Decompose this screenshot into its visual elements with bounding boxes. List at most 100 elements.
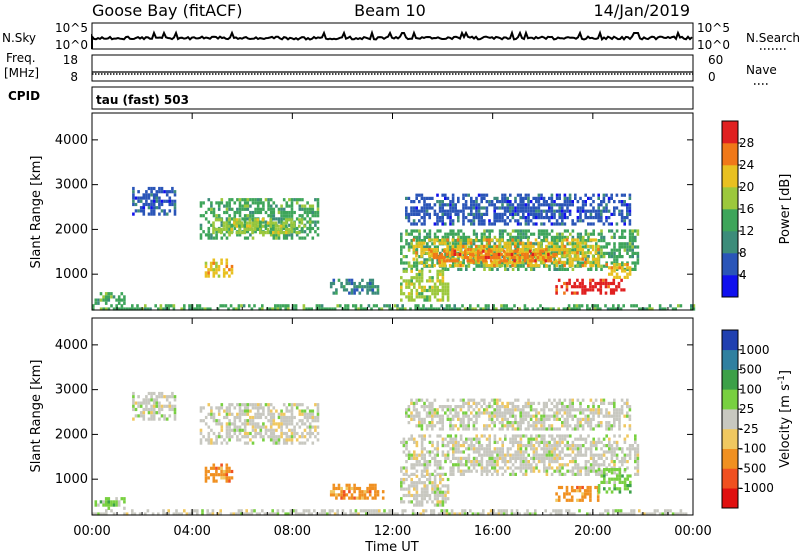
power-cell <box>436 269 439 273</box>
power-cell <box>595 248 598 252</box>
power-cell <box>587 222 590 226</box>
power-cell <box>400 232 403 236</box>
power-cell <box>415 235 419 239</box>
power-cell <box>422 307 425 311</box>
power-cell <box>587 248 590 252</box>
velocity-cell <box>439 490 442 494</box>
power-cell <box>240 224 244 228</box>
power-cell <box>446 235 450 239</box>
velocity-cell <box>610 427 613 431</box>
power-cell <box>420 269 424 273</box>
power-cell <box>550 206 554 210</box>
velocity-cell <box>511 414 515 418</box>
velocity-cell <box>574 463 577 467</box>
power-cell <box>608 229 611 233</box>
power-cell <box>405 232 408 236</box>
power-cell <box>490 238 494 242</box>
velocity-cell <box>610 468 614 472</box>
power-cell <box>256 201 260 205</box>
power-cell <box>571 267 575 271</box>
velocity-cell <box>262 406 265 410</box>
station-title: Goose Bay (fitACF) <box>92 1 242 20</box>
velocity-cell <box>199 431 203 436</box>
velocity-cell <box>340 486 343 491</box>
power-cell <box>568 281 571 286</box>
power-cell <box>501 212 504 216</box>
power-cell <box>400 282 403 286</box>
power-cell <box>459 251 462 255</box>
velocity-cell <box>605 408 608 412</box>
velocity-cell <box>102 503 105 507</box>
velocity-cell <box>400 477 403 482</box>
velocity-cell <box>428 414 431 418</box>
power-cell <box>290 204 294 208</box>
velocity-cell <box>295 422 299 426</box>
power-cell <box>230 224 233 228</box>
velocity-cell <box>608 487 611 491</box>
velocity-cell <box>532 421 535 425</box>
velocity-cell <box>451 424 455 428</box>
velocity-cell <box>511 401 515 405</box>
power-cell <box>253 224 257 228</box>
velocity-cell <box>298 409 302 413</box>
power-cell <box>446 288 450 293</box>
power-cell <box>532 242 536 246</box>
power-cell <box>466 256 470 260</box>
power-cell <box>298 218 301 222</box>
power-cell <box>371 281 375 286</box>
power-cell <box>290 221 293 225</box>
power-cell <box>415 292 419 296</box>
power-cell <box>576 241 579 245</box>
power-cell <box>448 264 452 268</box>
power-cell <box>579 239 582 243</box>
power-cell <box>602 281 605 286</box>
velocity-cell <box>592 444 595 448</box>
velocity-cell <box>423 405 426 409</box>
velocity-cell <box>600 411 603 415</box>
power-cell <box>600 200 603 204</box>
power-cell <box>602 264 606 268</box>
velocity-cell <box>522 414 525 418</box>
power-cell <box>643 307 646 311</box>
power-cell <box>576 261 580 265</box>
velocity-cell <box>542 414 546 418</box>
velocity-cell <box>441 417 444 421</box>
velocity-cell <box>147 398 151 402</box>
power-cell <box>602 278 605 282</box>
power-cell <box>214 218 218 222</box>
velocity-cell <box>423 460 426 464</box>
power-cell <box>302 307 306 311</box>
power-cell <box>519 216 522 220</box>
power-cell <box>410 279 413 283</box>
velocity-cell <box>428 401 431 405</box>
power-cell <box>485 242 489 246</box>
velocity-cell <box>519 444 523 448</box>
power-cell <box>439 272 442 277</box>
velocity-cell <box>558 472 562 476</box>
power-cell <box>298 231 301 235</box>
power-cell <box>420 206 424 210</box>
power-cell <box>631 245 634 249</box>
power-cell <box>243 207 247 211</box>
power-cell <box>410 200 413 204</box>
power-cell <box>279 231 283 235</box>
velocity-cell <box>530 437 533 441</box>
power-cell <box>535 242 538 246</box>
velocity-cell <box>545 450 549 454</box>
power-cell <box>215 201 218 205</box>
velocity-cell <box>605 411 608 415</box>
velocity-cell <box>457 405 460 409</box>
velocity-cell <box>415 503 419 507</box>
power-cell <box>527 222 530 226</box>
velocity-cell <box>402 450 406 454</box>
velocity-cell <box>165 398 169 402</box>
power-cell <box>602 196 606 200</box>
power-cell <box>470 209 473 213</box>
power-cell <box>524 206 528 210</box>
power-cell <box>599 291 603 295</box>
power-cell <box>505 259 509 263</box>
velocity-cell <box>574 466 577 470</box>
power-cell <box>285 221 288 225</box>
power-cell <box>628 245 632 249</box>
velocity-cell <box>597 437 601 441</box>
